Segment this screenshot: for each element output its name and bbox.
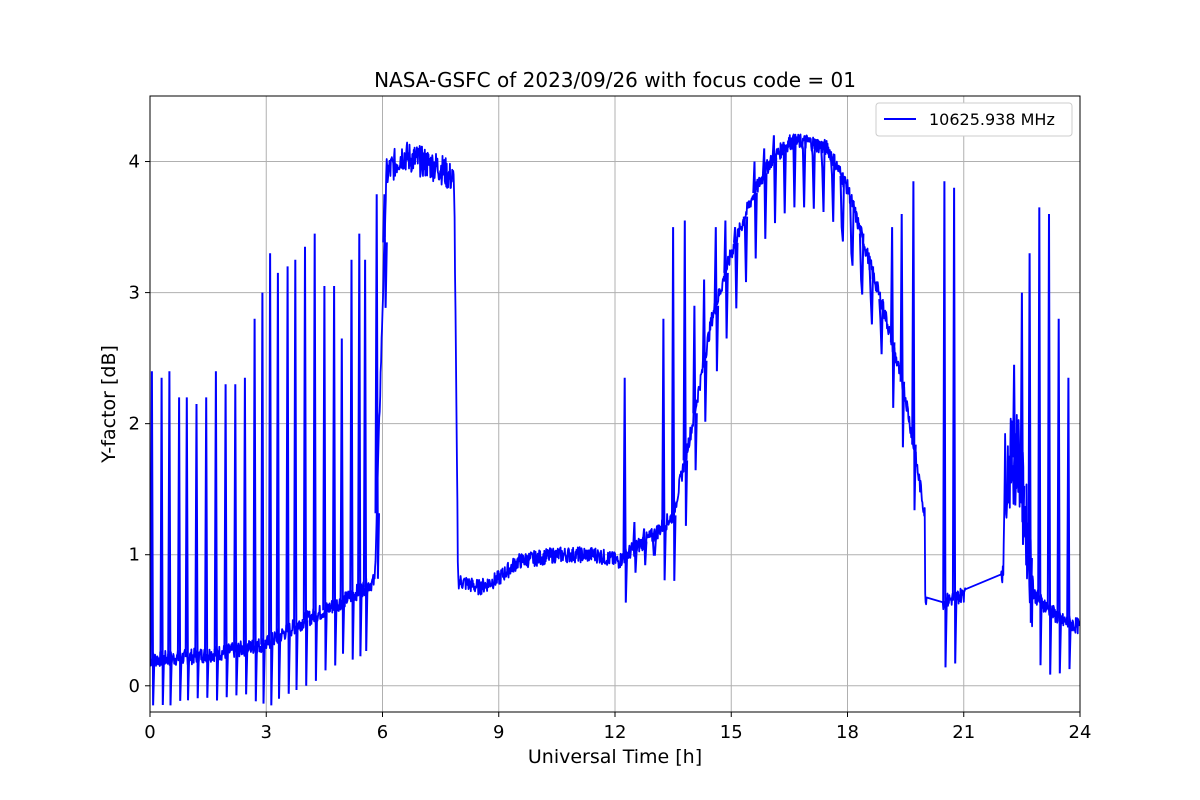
data-spike <box>1066 377 1072 670</box>
data-spike <box>167 371 173 706</box>
data-spike <box>899 213 906 448</box>
data-spike <box>242 377 249 695</box>
data-spike <box>204 397 210 698</box>
data-spike <box>713 227 720 372</box>
legend-box <box>875 102 1073 137</box>
data-spike <box>260 292 266 704</box>
data-spike <box>1012 364 1018 506</box>
y-tick-label: 1 <box>129 545 140 566</box>
x-tick-label: 0 <box>144 722 155 743</box>
data-spike <box>339 338 346 654</box>
data-spike <box>878 299 884 355</box>
data-spike <box>942 181 948 668</box>
data-spike <box>889 227 896 408</box>
data-spike <box>762 148 768 239</box>
data-spike <box>374 194 380 579</box>
plot-area <box>150 133 1080 706</box>
y-axis-title: Y-factor [dB] <box>98 345 120 464</box>
data-spike <box>213 371 220 701</box>
data-spike <box>1056 318 1062 674</box>
x-axis: 0 3 6 9 12 15 18 21 24 <box>144 712 1091 743</box>
x-tick-label: 15 <box>720 722 743 743</box>
data-spike <box>829 156 836 222</box>
data-spike <box>839 175 845 242</box>
data-spike <box>771 135 778 224</box>
x-tick-label: 3 <box>261 722 272 743</box>
data-spike <box>632 521 638 573</box>
data-spike <box>331 285 338 666</box>
data-spike <box>275 272 282 699</box>
data-spike <box>800 141 807 208</box>
y-axis: 0 1 2 3 4 <box>129 152 150 697</box>
data-spike <box>702 279 708 422</box>
data-spike <box>1019 292 1026 545</box>
data-spike <box>868 266 875 325</box>
x-axis-title: Universal Time [h] <box>528 746 702 768</box>
data-spike <box>252 318 258 702</box>
data-spike <box>651 535 658 556</box>
data-spike <box>176 397 183 701</box>
data-spike <box>752 161 758 259</box>
data-spike <box>682 220 689 526</box>
y-tick-label: 4 <box>129 152 140 173</box>
y-tick-label: 3 <box>129 283 140 304</box>
data-spike <box>781 141 787 214</box>
legend-label: 10625.938 MHz <box>929 110 1055 129</box>
data-spike <box>302 246 309 686</box>
x-tick-label: 21 <box>952 722 975 743</box>
legend: 10625.938 MHz <box>875 102 1073 137</box>
x-tick-label: 9 <box>493 722 504 743</box>
x-tick-label: 12 <box>604 722 627 743</box>
data-spike <box>349 259 355 660</box>
data-spike <box>858 233 865 295</box>
data-spike <box>322 285 328 671</box>
data-spike <box>362 259 369 652</box>
data-spike <box>184 397 191 701</box>
x-tick-label: 6 <box>377 722 388 743</box>
data-spike <box>641 528 648 566</box>
data-spike <box>810 143 816 209</box>
data-spike <box>1027 253 1033 623</box>
data-spike <box>150 371 156 706</box>
data-spike <box>692 305 698 471</box>
data-spike <box>357 233 363 657</box>
data-spike <box>622 377 628 603</box>
data-spike <box>382 194 388 308</box>
data-spike <box>742 216 749 283</box>
data-spike <box>285 266 291 694</box>
data-spike <box>733 227 739 309</box>
data-spike <box>293 259 299 691</box>
data-spike <box>820 146 826 213</box>
data-spike <box>223 384 229 698</box>
data-spike <box>951 187 958 664</box>
data-spike <box>268 253 274 706</box>
data-spike <box>911 181 917 511</box>
data-spike <box>233 384 239 696</box>
data-spike <box>849 200 855 266</box>
data-spike <box>661 318 667 581</box>
x-tick-label: 18 <box>836 722 859 743</box>
data-spike <box>791 135 797 208</box>
data-spike <box>159 377 165 706</box>
x-tick-label: 24 <box>1069 722 1092 743</box>
chart-title: NASA-GSFC of 2023/09/26 with focus code … <box>374 68 856 92</box>
y-tick-label: 2 <box>129 414 140 435</box>
y-tick-label: 0 <box>129 676 140 697</box>
data-spike <box>723 220 729 339</box>
data-spike <box>1046 213 1053 675</box>
data-spike <box>671 227 677 581</box>
data-spike <box>1037 207 1043 666</box>
data-spike <box>194 403 200 699</box>
data-spike <box>312 233 318 681</box>
